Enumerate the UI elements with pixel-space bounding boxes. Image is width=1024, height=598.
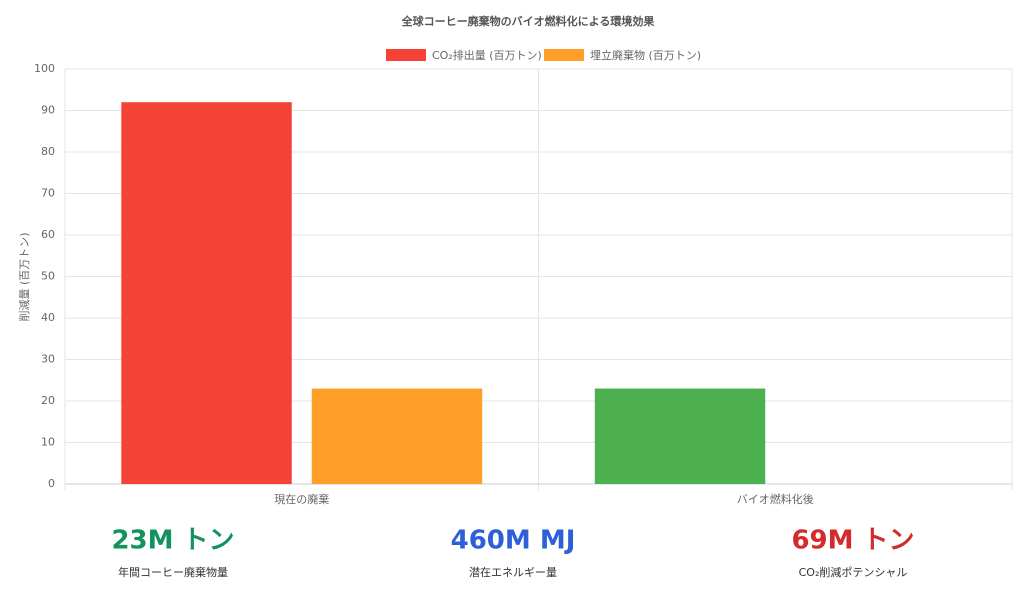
legend-label: 埋立廃棄物 (百万トン): [590, 48, 701, 62]
y-tick-label: 40: [41, 311, 55, 324]
stat-value: 460M MJ: [451, 526, 576, 556]
y-tick-label: 30: [41, 353, 55, 366]
y-tick-label: 60: [41, 228, 55, 241]
y-tick-label: 20: [41, 394, 55, 407]
stat-value: 69M トン: [791, 526, 914, 556]
y-tick-label: 50: [41, 270, 55, 283]
stat-label: 潜在エネルギー量: [469, 565, 557, 579]
y-axis-title: 削減量 (百万トン): [17, 232, 31, 321]
chart-title: 全球コーヒー廃棄物のバイオ燃料化による環境効果: [401, 14, 655, 28]
y-tick-label: 90: [41, 104, 55, 117]
stat-value: 23M トン: [111, 526, 234, 556]
x-tick-label: 現在の廃棄: [274, 492, 329, 506]
y-tick-label: 80: [41, 145, 55, 158]
y-tick-label: 70: [41, 187, 55, 200]
legend-swatch: [544, 49, 584, 61]
stat-label: 年間コーヒー廃棄物量: [118, 565, 228, 579]
stat-label: CO₂削減ポテンシャル: [799, 565, 908, 579]
legend-swatch: [386, 49, 426, 61]
y-tick-label: 100: [34, 62, 55, 75]
y-tick-label: 10: [41, 436, 55, 449]
bar: [311, 388, 483, 484]
y-tick-label: 0: [48, 477, 55, 490]
legend-label: CO₂排出量 (百万トン): [432, 48, 542, 62]
x-tick-label: バイオ燃料化後: [737, 492, 814, 506]
bar: [594, 388, 766, 484]
bar: [121, 102, 292, 484]
